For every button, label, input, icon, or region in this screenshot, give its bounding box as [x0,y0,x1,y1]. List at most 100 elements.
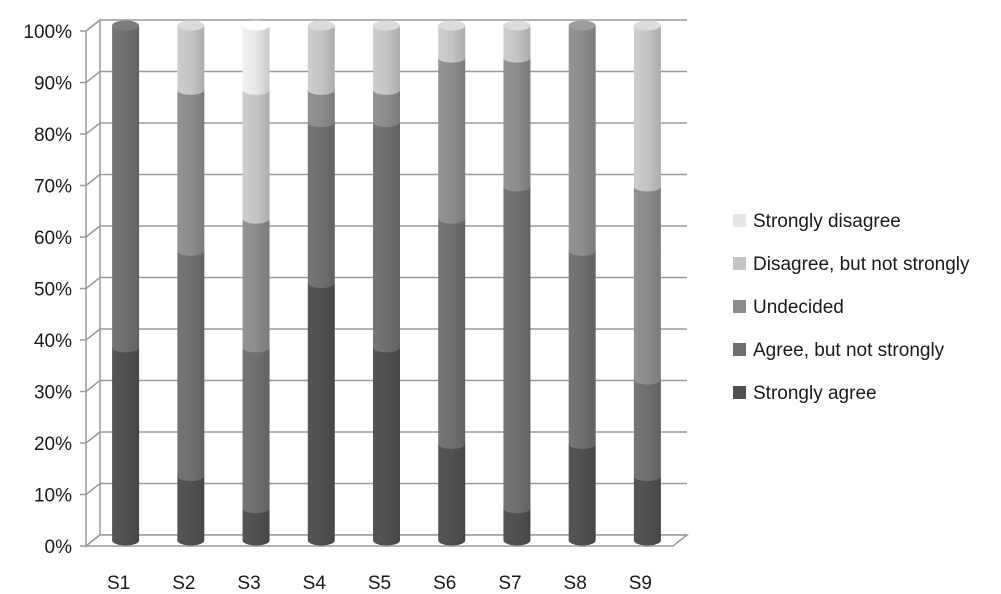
y-tick-label: 40% [34,331,72,352]
bar-s4 [307,20,335,546]
bar-segment-top-s3-strongly-disagree [242,20,270,31]
bar-segment-top-s7-disagree-but-not-strongly [503,20,531,31]
bars [112,20,661,546]
bar-s6 [438,20,466,546]
gridline-side [85,19,101,32]
gridline-side [85,173,101,187]
legend-swatch [733,214,746,227]
x-tick-label: S2 [172,573,195,594]
x-tick-label: S5 [368,573,391,594]
legend-item-undecided: Undecided [733,297,844,318]
gridline-side [85,225,101,238]
x-tick-label: S7 [498,573,521,594]
legend-item-disagree-but-not-strongly: Disagree, but not strongly [733,254,970,275]
bar-s8 [568,20,596,546]
bar-segment-s5-agree-but-not-strongly [373,122,400,353]
bar-segment-top-s2-disagree-but-not-strongly [177,20,205,31]
bar-s9 [633,20,661,546]
legend-item-agree-but-not-strongly: Agree, but not strongly [733,340,945,361]
bar-segment-s6-undecided [438,57,466,224]
bar-segment-s4-undecided [307,89,335,128]
y-tick-label: 0% [45,537,73,558]
bar-segment-top-s8-undecided [568,20,596,31]
x-tick-label: S3 [237,573,260,594]
y-tick-label: 20% [34,434,72,455]
bar-segment-top-s9-disagree-but-not-strongly [633,20,661,31]
bar-segment-top-s4-disagree-but-not-strongly [307,20,335,31]
gridline-side [85,70,101,84]
gridline-side [85,122,101,135]
y-tick-label: 10% [34,486,72,507]
y-tick-label: 60% [34,228,72,249]
bar-segment-s2-undecided [177,89,205,256]
bar-segment-top-s5-disagree-but-not-strongly [373,20,400,31]
y-tick-label: 100% [23,22,72,43]
bar-segment-s5-strongly-agree [373,347,400,546]
y-tick-label: 30% [34,383,72,404]
legend-item-strongly-disagree: Strongly disagree [733,211,901,232]
bar-segment-s7-strongly-agree [503,508,531,546]
bar-segment-s9-agree-but-not-strongly [633,379,661,482]
legend-label: Disagree, but not strongly [753,254,970,275]
legend-swatch [733,300,746,313]
bar-segment-s8-undecided [568,25,596,256]
bar-segment-s9-undecided [633,186,661,385]
bar-segment-s3-undecided [242,218,270,353]
legend-label: Strongly agree [753,383,877,404]
bar-s3 [242,20,270,546]
bar-segment-top-s1-agree-but-not-strongly [112,20,140,31]
y-tick-label: 50% [34,280,72,301]
y-tick-label: 90% [34,74,72,95]
y-tick-label: 80% [34,125,72,146]
bar-segment-s1-agree-but-not-strongly [112,25,140,353]
bar-segment-s3-strongly-agree [242,508,270,546]
legend-label: Undecided [753,297,844,318]
bar-segment-s8-agree-but-not-strongly [568,250,596,449]
y-axis-ticks: 0% 10% 20% 30% 40% 50% 60% 70% 80% 90% 100% [23,22,86,558]
bar-s5 [373,20,400,546]
legend-swatch [733,386,746,399]
bar-s2 [177,20,205,546]
bar-segment-s5-undecided [373,89,400,128]
x-tick-label: S8 [564,573,587,594]
bar-segment-s4-agree-but-not-strongly [307,122,335,288]
legend-item-strongly-agree: Strongly agree [733,383,877,404]
bar-segment-s8-strongly-agree [568,443,596,546]
x-tick-label: S9 [629,573,652,594]
bar-segment-s9-disagree-but-not-strongly [633,25,661,192]
bar-segment-s3-disagree-but-not-strongly [242,89,270,224]
y-tick-label: 70% [34,177,72,198]
bar-segment-s4-disagree-but-not-strongly [307,25,335,95]
gridline-side [85,276,101,290]
x-tick-label: S1 [107,573,130,594]
x-tick-label: S6 [433,573,456,594]
bar-segment-s2-disagree-but-not-strongly [177,25,205,95]
legend-label: Strongly disagree [753,211,901,232]
gridline-side [85,482,101,496]
bar-segment-s4-strongly-agree [307,283,335,546]
bar-segment-s7-disagree-but-not-strongly [503,25,531,63]
bar-segment-s7-undecided [503,57,531,192]
x-tick-label: S4 [303,573,327,594]
legend: Strongly disagree Disagree, but not stron… [733,211,970,404]
bar-segment-s3-strongly-disagree [242,25,270,95]
bar-segment-s2-agree-but-not-strongly [177,250,205,482]
bar-segment-s6-disagree-but-not-strongly [438,25,466,63]
legend-label: Agree, but not strongly [753,340,945,361]
x-axis-ticks: S1 S2 S3 S4 S5 S6 S7 S8 S9 [107,573,652,594]
gridline-side [85,431,101,444]
bar-s7 [503,20,531,546]
bar-segment-top-s6-disagree-but-not-strongly [438,20,466,31]
legend-swatch [733,343,746,356]
gridline-side [85,328,101,341]
bar-segment-s2-strongly-agree [177,476,205,546]
bar-segment-s6-agree-but-not-strongly [438,218,466,449]
bar-segment-s1-strongly-agree [112,347,140,546]
bar-segment-s6-strongly-agree [438,443,466,546]
bar-s1 [112,20,140,546]
bar-segment-s7-agree-but-not-strongly [503,186,531,514]
gridline-side [85,379,101,393]
legend-swatch [733,257,746,270]
bar-segment-s3-agree-but-not-strongly [242,347,270,514]
